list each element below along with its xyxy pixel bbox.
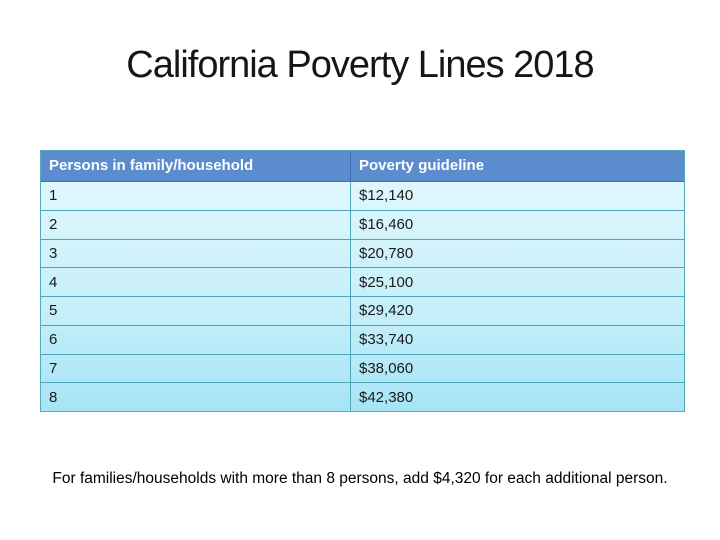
- table-body: 1 $12,140 2 $16,460 3 $20,780 4 $25,100 …: [41, 182, 684, 411]
- table-row: 2 $16,460: [41, 209, 684, 239]
- table-header-row: Persons in family/household Poverty guid…: [41, 151, 684, 182]
- table-row: 1 $12,140: [41, 182, 684, 210]
- guideline-cell: $25,100: [359, 273, 414, 291]
- table-row: 8 $42,380: [41, 382, 684, 411]
- column-header-persons: Persons in family/household: [41, 151, 351, 181]
- guideline-cell: $38,060: [359, 359, 414, 377]
- table-row: 5 $29,420: [41, 296, 684, 325]
- persons-cell: 7: [41, 354, 351, 383]
- footnote-text: For families/households with more than 8…: [52, 470, 668, 487]
- guideline-cell: $33,740: [359, 331, 414, 349]
- slide-title: California Poverty Lines 2018: [126, 44, 594, 86]
- table-row: 4 $25,100: [41, 267, 684, 296]
- guideline-cell: $16,460: [359, 216, 414, 234]
- guideline-cell: $42,380: [359, 388, 414, 406]
- persons-cell: 1: [41, 182, 351, 210]
- persons-cell: 2: [41, 210, 351, 239]
- persons-cell: 3: [41, 239, 351, 268]
- guideline-cell: $29,420: [359, 302, 414, 320]
- guideline-cell: $20,780: [359, 244, 414, 262]
- table-row: 3 $20,780: [41, 238, 684, 268]
- persons-cell: 6: [41, 325, 351, 354]
- persons-cell: 4: [41, 268, 351, 296]
- poverty-guidelines-table: Persons in family/household Poverty guid…: [40, 150, 685, 412]
- persons-cell: 5: [41, 297, 351, 325]
- column-header-guideline: Poverty guideline: [359, 157, 485, 174]
- table-row: 6 $33,740: [41, 324, 684, 354]
- guideline-cell: $12,140: [359, 187, 414, 205]
- table-row: 7 $38,060: [41, 353, 684, 383]
- persons-cell: 8: [41, 383, 351, 411]
